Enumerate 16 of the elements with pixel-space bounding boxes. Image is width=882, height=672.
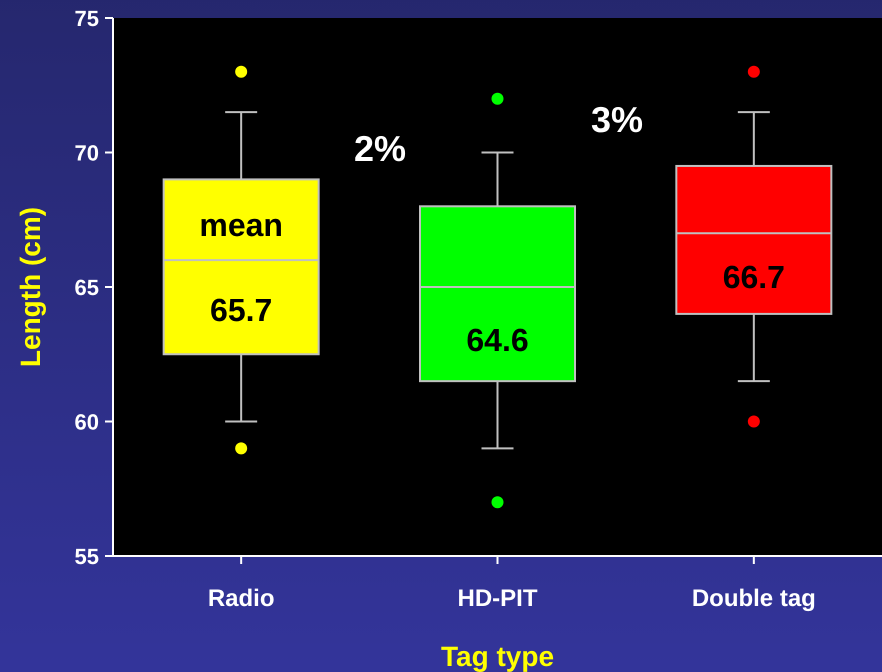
y-tick-label: 70 <box>74 140 99 166</box>
y-tick-label: 55 <box>74 544 99 569</box>
x-tick-label: Double tag <box>692 585 816 612</box>
annotation: mean <box>199 207 283 243</box>
y-tick-label: 60 <box>74 410 99 434</box>
annotation: 65.7 <box>210 292 272 328</box>
annotation: 66.7 <box>722 259 785 295</box>
annotation: 64.6 <box>466 322 529 358</box>
x-tick-label: HD-PIT <box>458 585 538 612</box>
y-axis-title: Length (cm) <box>15 206 46 368</box>
y-tick-label: 65 <box>74 275 99 300</box>
annotation: 3% <box>590 99 644 140</box>
x-axis-title: Tag type <box>440 641 554 672</box>
y-tick-label: 75 <box>74 6 99 31</box>
annotation: 2% <box>354 128 406 169</box>
x-tick-label: Radio <box>208 585 275 612</box>
